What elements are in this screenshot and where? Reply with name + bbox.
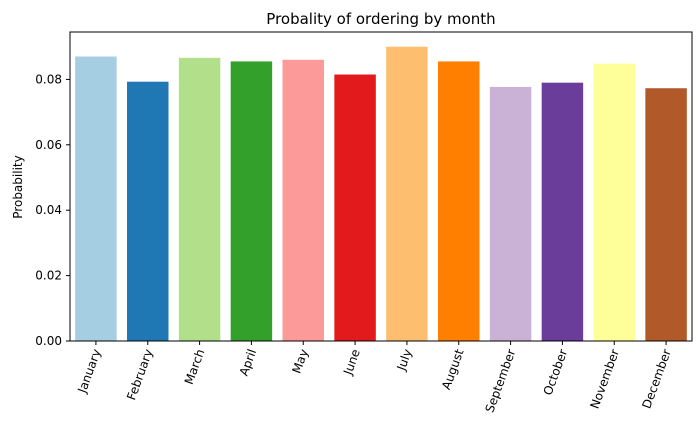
bar-march <box>178 57 221 341</box>
x-tick-label: April <box>237 347 260 378</box>
x-tick-label: October <box>541 347 571 397</box>
x-tick-label: July <box>394 347 415 373</box>
y-tick-label: 0.02 <box>35 269 62 283</box>
y-tick-label: 0.06 <box>35 138 62 152</box>
chart-title: Probality of ordering by month <box>266 10 495 28</box>
y-tick-label: 0.00 <box>35 334 62 348</box>
y-axis: 0.00 0.02 0.04 0.06 0.08 <box>35 72 70 348</box>
x-tick-label: September <box>483 347 519 414</box>
x-tick-label: December <box>639 347 673 410</box>
bar-may <box>282 59 324 341</box>
y-tick-label: 0.04 <box>35 203 62 217</box>
plot-frame <box>69 31 693 342</box>
x-axis: January February March April May June July Augu… <box>75 341 674 414</box>
bar-june <box>334 74 376 341</box>
bar-october <box>541 82 584 342</box>
bar-september <box>489 86 532 342</box>
x-tick-label: November <box>588 347 623 411</box>
x-tick-label: June <box>340 347 362 377</box>
y-tick-label: 0.08 <box>35 72 62 86</box>
x-tick-label: August <box>439 347 467 392</box>
y-axis-label: Probability <box>11 155 25 218</box>
bar-july <box>386 46 428 342</box>
x-tick-label: May <box>289 347 311 375</box>
bar-april <box>230 61 273 342</box>
x-tick-label: January <box>75 347 104 395</box>
bar-december <box>645 88 687 342</box>
bar-august <box>438 61 480 342</box>
bars-group <box>75 46 687 342</box>
x-tick-label: March <box>182 347 208 386</box>
bar-february <box>127 81 169 341</box>
bar-november <box>593 63 635 341</box>
bar-january <box>75 56 117 342</box>
x-tick-label: February <box>124 347 155 402</box>
